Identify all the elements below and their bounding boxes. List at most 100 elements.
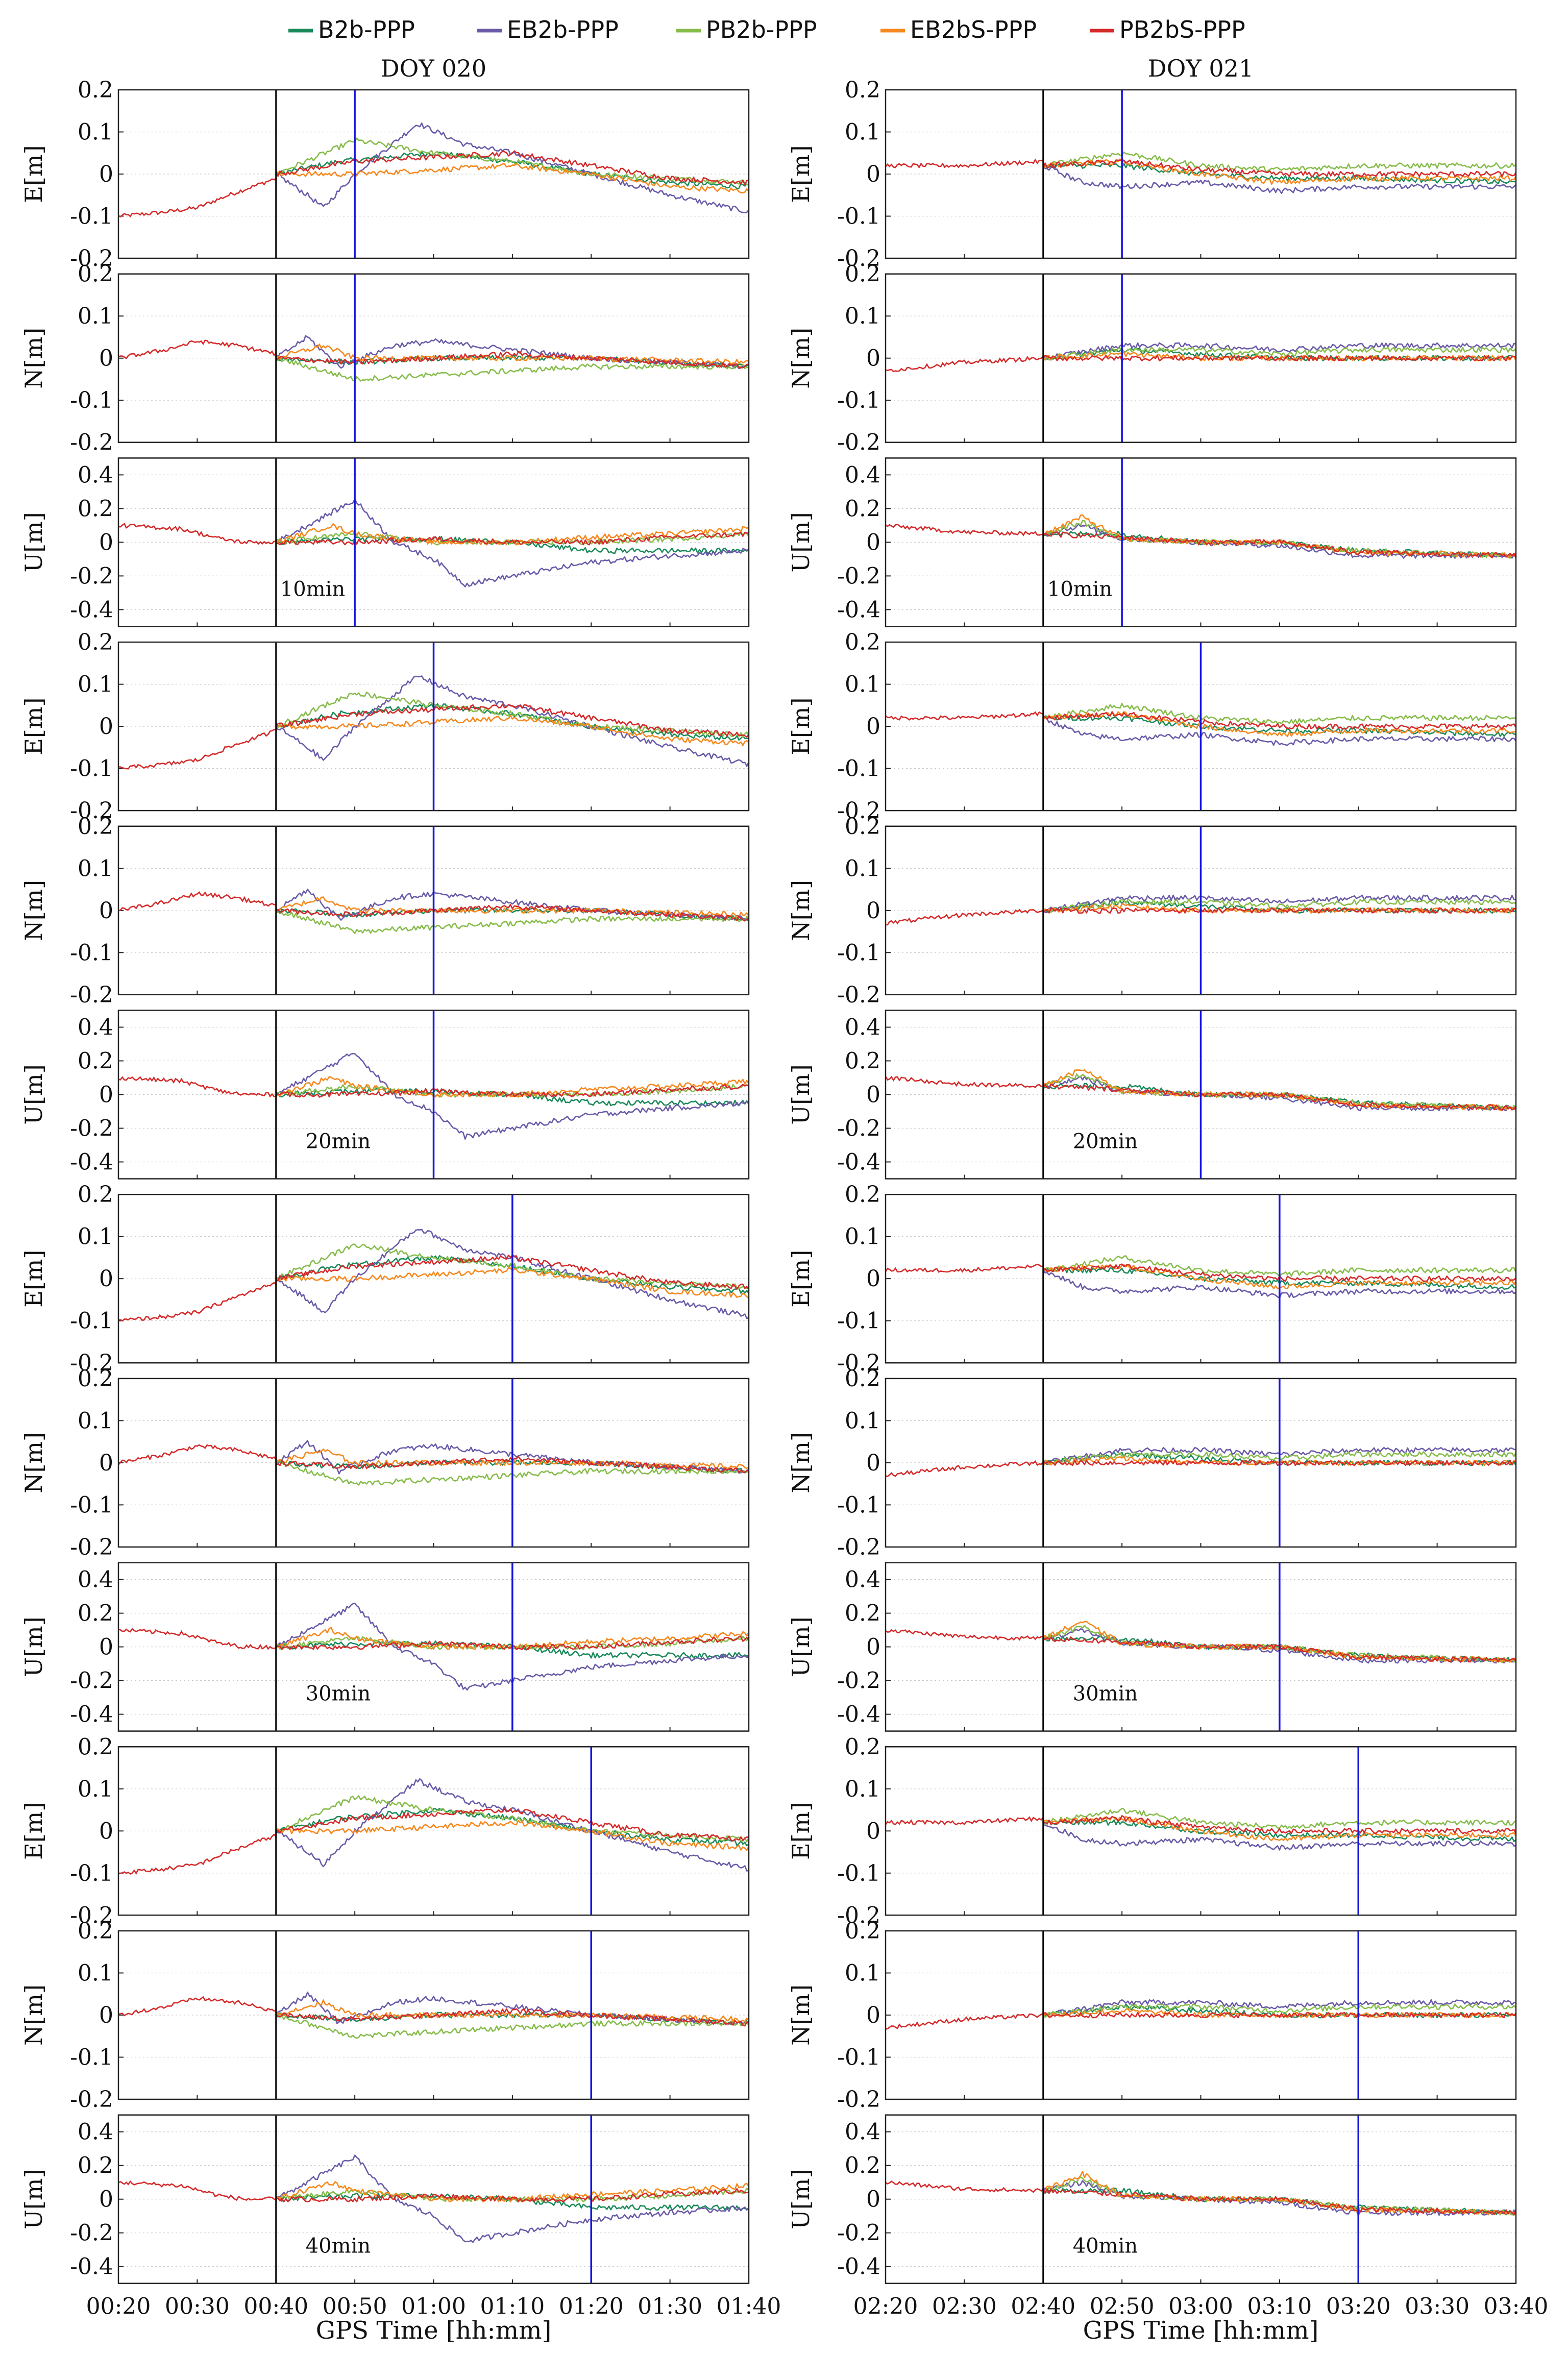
y-tick-label: 0.4 [845, 462, 880, 488]
y-tick-label: 0.4 [78, 462, 113, 488]
x-tick-label: 01:00 [401, 2294, 466, 2320]
y-tick-label: 0.2 [845, 1182, 880, 1208]
series-line-eb2bs-ppp [275, 896, 750, 918]
series-line-pb2b-ppp [1042, 1073, 1517, 1111]
y-tick-label: 0.2 [78, 1182, 113, 1208]
series-line-prefix [118, 339, 277, 360]
series-line-eb2bs-ppp [1043, 1816, 1517, 1842]
series-line-eb2b-ppp [276, 122, 750, 213]
x-tick-label: 02:50 [1090, 2294, 1155, 2320]
y-tick-label: -0.1 [70, 1492, 113, 1518]
y-tick-label: -0.2 [70, 1668, 113, 1694]
x-tick-label: 00:20 [86, 2294, 151, 2320]
y-tick-label: -0.2 [837, 430, 880, 456]
y-tick-label: 0.2 [845, 2153, 880, 2179]
y-axis-label: U[m] [20, 1616, 47, 1677]
x-tick-label: 02:20 [853, 2294, 918, 2320]
y-tick-label: 0 [866, 2187, 880, 2213]
panel-doy-020-U[m]: 0.4 0.2 0 -0.2 -0.4 U[m] 30min [20, 1562, 750, 1732]
series-line-prefix [885, 158, 1044, 169]
y-axis-label: N[m] [20, 328, 47, 389]
column-titles: DOY 020 DOY 021 [381, 55, 1254, 82]
series-line-eb2b-ppp [1042, 1075, 1516, 1112]
series-line-pb2bs-ppp [1043, 907, 1516, 914]
y-tick-label: 0.4 [78, 1015, 113, 1041]
panel-frame [117, 89, 750, 259]
series-line-eb2bs-ppp [1043, 903, 1516, 914]
period-label: 40min [1073, 2235, 1138, 2258]
y-tick-label: -0.4 [70, 1702, 113, 1728]
panel-frame [117, 1562, 750, 1732]
column-title: DOY 020 [381, 55, 486, 82]
series-line-prefix [118, 178, 277, 218]
y-tick-label: 0 [866, 898, 880, 924]
y-tick-label: -0.2 [837, 1534, 880, 1560]
series-line-prefix [885, 1629, 1043, 1641]
y-tick-label: -0.4 [837, 597, 880, 623]
y-tick-label: 0 [866, 1266, 880, 1292]
y-tick-label: 0 [866, 2002, 880, 2028]
y-axis-label: E[m] [787, 1250, 815, 1308]
series-line-prefix [885, 1263, 1043, 1273]
y-axis-label: E[m] [787, 1802, 815, 1860]
y-tick-label: 0.1 [78, 855, 113, 881]
panel-doy-021-U[m]: 0.4 0.2 0 -0.2 -0.4 U[m] 20min [787, 1010, 1517, 1180]
y-tick-label: -0.2 [70, 1902, 113, 1928]
series-line-prefix [118, 1996, 277, 2017]
y-tick-label: 0.2 [845, 1918, 880, 1944]
y-axis-label: U[m] [787, 1616, 815, 1677]
y-tick-label: -0.4 [837, 1702, 880, 1728]
panel-frame [117, 1746, 750, 1916]
panel-frame [117, 2114, 750, 2284]
legend-label: EB2bS-PPP [910, 16, 1037, 43]
series-line-prefix [118, 2180, 277, 2201]
series-line-eb2b-ppp [1042, 894, 1516, 913]
x-tick-label: 01:20 [559, 2294, 624, 2320]
y-tick-label: 0.1 [845, 119, 880, 145]
panel-doy-020-N[m]: 0.2 0.1 0 -0.1 -0.2 N[m] [20, 261, 750, 456]
series-line-pb2bs-ppp [275, 904, 749, 922]
y-tick-label: 0.1 [78, 1224, 113, 1250]
y-tick-label: -0.4 [70, 597, 113, 623]
series-line-eb2bs-ppp [276, 2181, 750, 2202]
y-tick-label: 0 [866, 1634, 880, 1660]
y-tick-label: -0.2 [70, 246, 113, 272]
series-line-pb2bs-ppp [1043, 2011, 1516, 2019]
y-axis-label: U[m] [787, 2169, 815, 2229]
y-tick-label: -0.1 [837, 1308, 880, 1334]
y-tick-label: -0.1 [837, 1860, 880, 1886]
series-line-prefix [885, 909, 1044, 926]
y-tick-label: 0.4 [78, 2119, 113, 2145]
y-tick-label: -0.1 [837, 756, 880, 782]
series-line-prefix [118, 1628, 277, 1650]
series-line-pb2bs-ppp [275, 1084, 749, 1098]
x-tick-label: 03:10 [1247, 2294, 1312, 2320]
x-axis-labels: GPS Time [hh:mm] GPS Time [hh:mm] [316, 2316, 1319, 2345]
period-label: 40min [306, 2235, 371, 2258]
y-tick-label: 0.4 [78, 1567, 113, 1593]
series-line-eb2bs-ppp [276, 1999, 749, 2023]
y-tick-label: -0.2 [70, 1534, 113, 1560]
y-tick-label: -0.2 [837, 1350, 880, 1376]
legend-label: PB2bS-PPP [1119, 16, 1245, 43]
panel-doy-020-E[m]: 0.2 0.1 0 -0.1 -0.2 E[m] [20, 1734, 750, 1928]
panel-frame [885, 1378, 1517, 1548]
y-tick-label: 0.4 [845, 1567, 880, 1593]
y-tick-label: -0.2 [70, 430, 113, 456]
period-label: 20min [306, 1130, 371, 1154]
series-line-b2b-ppp [1042, 1819, 1516, 1842]
y-tick-label: -0.1 [70, 2045, 113, 2071]
y-tick-label: 0.1 [78, 1408, 113, 1434]
y-tick-label: 0.2 [845, 1734, 880, 1760]
y-axis-label: N[m] [787, 1432, 815, 1493]
y-tick-label: 0.2 [845, 77, 880, 103]
y-tick-label: 0.1 [845, 672, 880, 698]
series-line-prefix [885, 1075, 1043, 1088]
panel-frame [117, 641, 750, 812]
y-axis-label: E[m] [20, 1802, 47, 1860]
series-line-prefix [118, 1833, 277, 1875]
series-line-pb2bs-ppp [276, 1808, 749, 1842]
y-tick-label: 0.2 [78, 2153, 113, 2179]
y-tick-label: 0.2 [845, 814, 880, 840]
